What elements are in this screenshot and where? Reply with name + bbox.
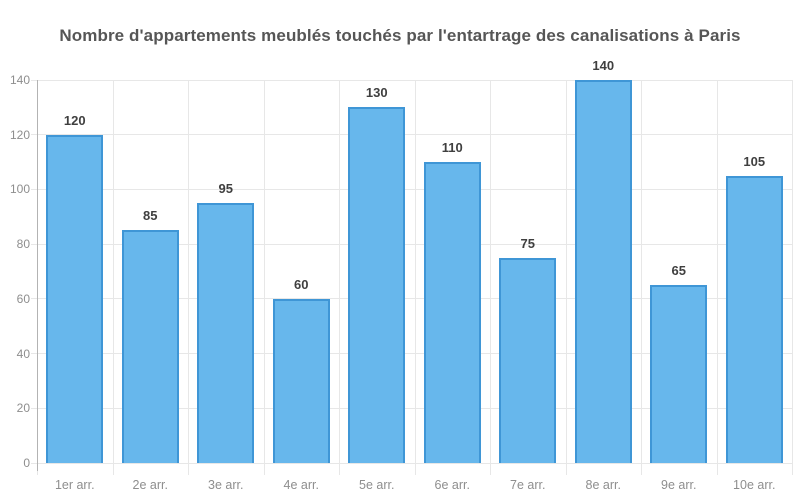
y-tick-label: 60 <box>16 291 30 306</box>
bar-value-label: 65 <box>671 263 686 278</box>
y-tick-label: 80 <box>16 237 30 252</box>
bar <box>46 135 104 463</box>
x-tick-label: 1er arr. <box>54 478 95 492</box>
y-tick-label: 120 <box>9 127 30 142</box>
bar <box>348 107 406 463</box>
bar-value-label: 95 <box>218 181 233 196</box>
bar-value-label: 105 <box>743 154 766 169</box>
x-tick-label: 5e arr. <box>359 478 395 492</box>
gridline-v <box>263 80 265 475</box>
x-tick-label: 7e arr. <box>510 478 546 492</box>
x-tick-label: 9e arr. <box>661 478 697 492</box>
bar <box>725 176 783 463</box>
gridline-v <box>112 80 114 475</box>
gridline-v <box>640 80 642 475</box>
bar-value-label: 120 <box>63 113 86 128</box>
gridline-h <box>31 407 792 409</box>
gridline-h <box>31 462 792 464</box>
gridline-h <box>31 243 792 245</box>
y-tick-label: 20 <box>16 401 30 416</box>
page-title: Nombre d'appartements meublés touchés pa… <box>59 26 741 45</box>
gridline-v <box>716 80 718 475</box>
bar-value-label: 75 <box>520 236 535 251</box>
bar-value-label: 60 <box>294 277 309 292</box>
gridline-v <box>338 80 340 475</box>
gridline-h <box>31 298 792 300</box>
y-axis-line <box>37 80 38 471</box>
x-tick-label: 8e arr. <box>585 478 621 492</box>
bar-value-label: 85 <box>143 208 158 223</box>
bar <box>272 299 330 463</box>
gridline-h <box>31 134 792 136</box>
plot-area: 120 85 95 60 130 110 75 140 65 105 <box>31 58 793 475</box>
y-tick-label: 40 <box>16 346 30 361</box>
bar <box>499 258 557 463</box>
bar-value-label: 140 <box>592 58 615 73</box>
gridline-v <box>489 80 491 475</box>
y-tick-label: 0 <box>23 456 30 470</box>
bar-value-label: 110 <box>441 140 463 155</box>
bar <box>650 285 708 463</box>
bar <box>423 162 481 463</box>
bar <box>574 80 632 463</box>
bar <box>197 203 255 463</box>
x-tick-label: 4e arr. <box>283 478 319 492</box>
x-tick-label: 2e arr. <box>132 478 168 492</box>
x-tick-label: 6e arr. <box>434 478 470 492</box>
gridline-v <box>565 80 567 475</box>
gridline-v <box>791 80 793 475</box>
gridline-h <box>31 188 792 190</box>
bar <box>121 230 179 463</box>
gridline-h <box>31 79 792 81</box>
bar-value-label: 130 <box>365 85 388 100</box>
gridline-v <box>187 80 189 475</box>
gridline-v <box>414 80 416 475</box>
x-tick-label: 10e arr. <box>733 478 776 492</box>
x-tick-label: 3e arr. <box>208 478 244 492</box>
gridline-h <box>31 353 792 355</box>
y-tick-label: 100 <box>9 182 30 197</box>
y-tick-label: 140 <box>9 73 30 87</box>
